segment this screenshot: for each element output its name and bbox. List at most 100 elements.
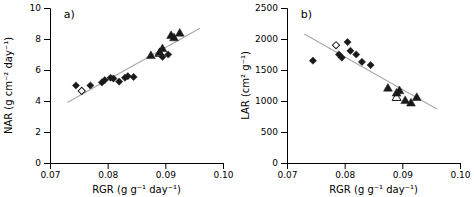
y-tick: 8 [35,34,50,44]
x-tick-label: 0.10 [213,170,233,180]
x-tick-mark [165,163,166,169]
open-diamond [78,87,85,94]
y-tick: 1500 [255,65,287,75]
y-tick: 2500 [255,3,287,13]
x-tick-label: 0.08 [335,170,355,180]
y-tick: 6 [35,65,50,75]
y-axis-line [281,9,288,164]
x-tick: 0.08 [335,163,355,180]
x-tick: 0.10 [450,163,470,180]
y-tick-mark [281,101,287,102]
y-tick-label: 10 [30,3,42,13]
filled-diamond [367,61,374,68]
y-tick-label: 1500 [255,65,278,75]
filled-diamond [116,78,123,85]
x-tick: 0.07 [277,163,297,180]
filled-diamond [344,38,351,45]
y-tick-mark [44,163,50,164]
y-tick-mark [44,8,50,9]
open-triangle [155,49,164,57]
filled-diamond [353,51,360,58]
y-tick-label: 4 [35,96,41,106]
x-tick: 0.08 [98,163,118,180]
y-tick-label: 500 [261,127,278,137]
y-tick: 0 [272,158,287,168]
y-tick-mark [44,39,50,40]
y-axis: 0 2 4 6 8 10 [30,3,51,168]
x-tick: 0.10 [213,163,233,180]
filled-triangle [383,83,392,91]
filled-diamond [338,54,345,61]
x-axis-title: RGR (g g⁻¹ day⁻¹) [92,184,181,195]
x-axis-line [51,164,224,170]
x-tick-label: 0.09 [393,170,413,180]
y-tick: 4 [35,96,50,106]
filled-diamond [358,58,365,65]
x-axis-title: RGR (g g⁻¹ day⁻¹) [329,184,418,195]
y-tick-mark [281,70,287,71]
y-tick: 2000 [255,34,287,44]
y-tick: 500 [261,127,287,137]
y-tick-mark [44,101,50,102]
panel-label: b) [301,8,312,21]
y-axis-title: LAR (cm² g⁻¹) [240,51,251,120]
filled-triangle [401,96,410,104]
x-tick: 0.09 [156,163,176,180]
x-tick-label: 0.07 [277,170,297,180]
filled-diamond [130,73,137,80]
filled-diamond [124,73,131,80]
x-axis: 0.07 0.08 0.09 0.10 [40,163,233,180]
x-tick-label: 0.10 [450,170,470,180]
x-tick: 0.09 [393,163,413,180]
y-tick-mark [44,132,50,133]
y-tick-label: 0 [272,158,278,168]
panel: 0.07 0.08 0.09 0.10 0 2 4 6 8 10 RGR (g g⁻¹ day⁻¹)… [3,3,234,195]
plot-area [304,34,437,109]
x-tick-mark [460,163,461,169]
y-axis-line [44,9,51,164]
y-tick-mark [281,8,287,9]
x-tick-label: 0.09 [156,170,176,180]
x-axis-line [288,164,461,170]
trendline [67,28,200,102]
y-tick-label: 0 [35,158,41,168]
x-tick: 0.07 [40,163,60,180]
y-tick-mark [44,70,50,71]
y-tick: 10 [30,3,50,13]
y-tick-label: 6 [35,65,41,75]
y-tick-mark [281,163,287,164]
y-axis: 0 500 1000 1500 2000 2500 [255,3,287,168]
y-tick-label: 2500 [255,3,278,13]
filled-diamond [72,82,79,89]
x-tick-label: 0.08 [98,170,118,180]
y-tick-label: 2 [35,127,41,137]
panel-label: a) [64,8,75,21]
panel: 0.07 0.08 0.09 0.10 0 500 1000 1500 2000 2500 RGR … [240,3,471,195]
y-tick-mark [281,132,287,133]
filled-triangle [412,93,421,101]
y-tick: 2 [35,127,50,137]
x-tick-mark [402,163,403,169]
x-axis: 0.07 0.08 0.09 0.10 [277,163,470,180]
x-tick-mark [108,163,109,169]
trendline [304,34,437,109]
filled-diamond [165,51,172,58]
x-tick-mark [345,163,346,169]
filled-triangle [146,51,155,59]
y-tick-label: 1000 [255,96,278,106]
plot-area [67,28,200,102]
y-axis-title: NAR (g cm⁻² day⁻¹) [3,37,14,134]
filled-diamond [87,82,94,89]
filled-triangle [175,28,184,36]
filled-diamond [309,57,316,64]
open-diamond [332,42,339,49]
x-tick-label: 0.07 [40,170,60,180]
open-triangle [392,93,401,101]
y-tick: 1000 [255,96,287,106]
y-tick: 0 [35,158,50,168]
x-tick-mark [223,163,224,169]
y-tick-label: 2000 [255,34,278,44]
filled-triangle [158,44,167,52]
y-tick-mark [281,39,287,40]
chart: 0.07 0.08 0.09 0.10 0 2 4 6 8 10 RGR (g g⁻¹ day⁻¹)… [0,0,474,197]
